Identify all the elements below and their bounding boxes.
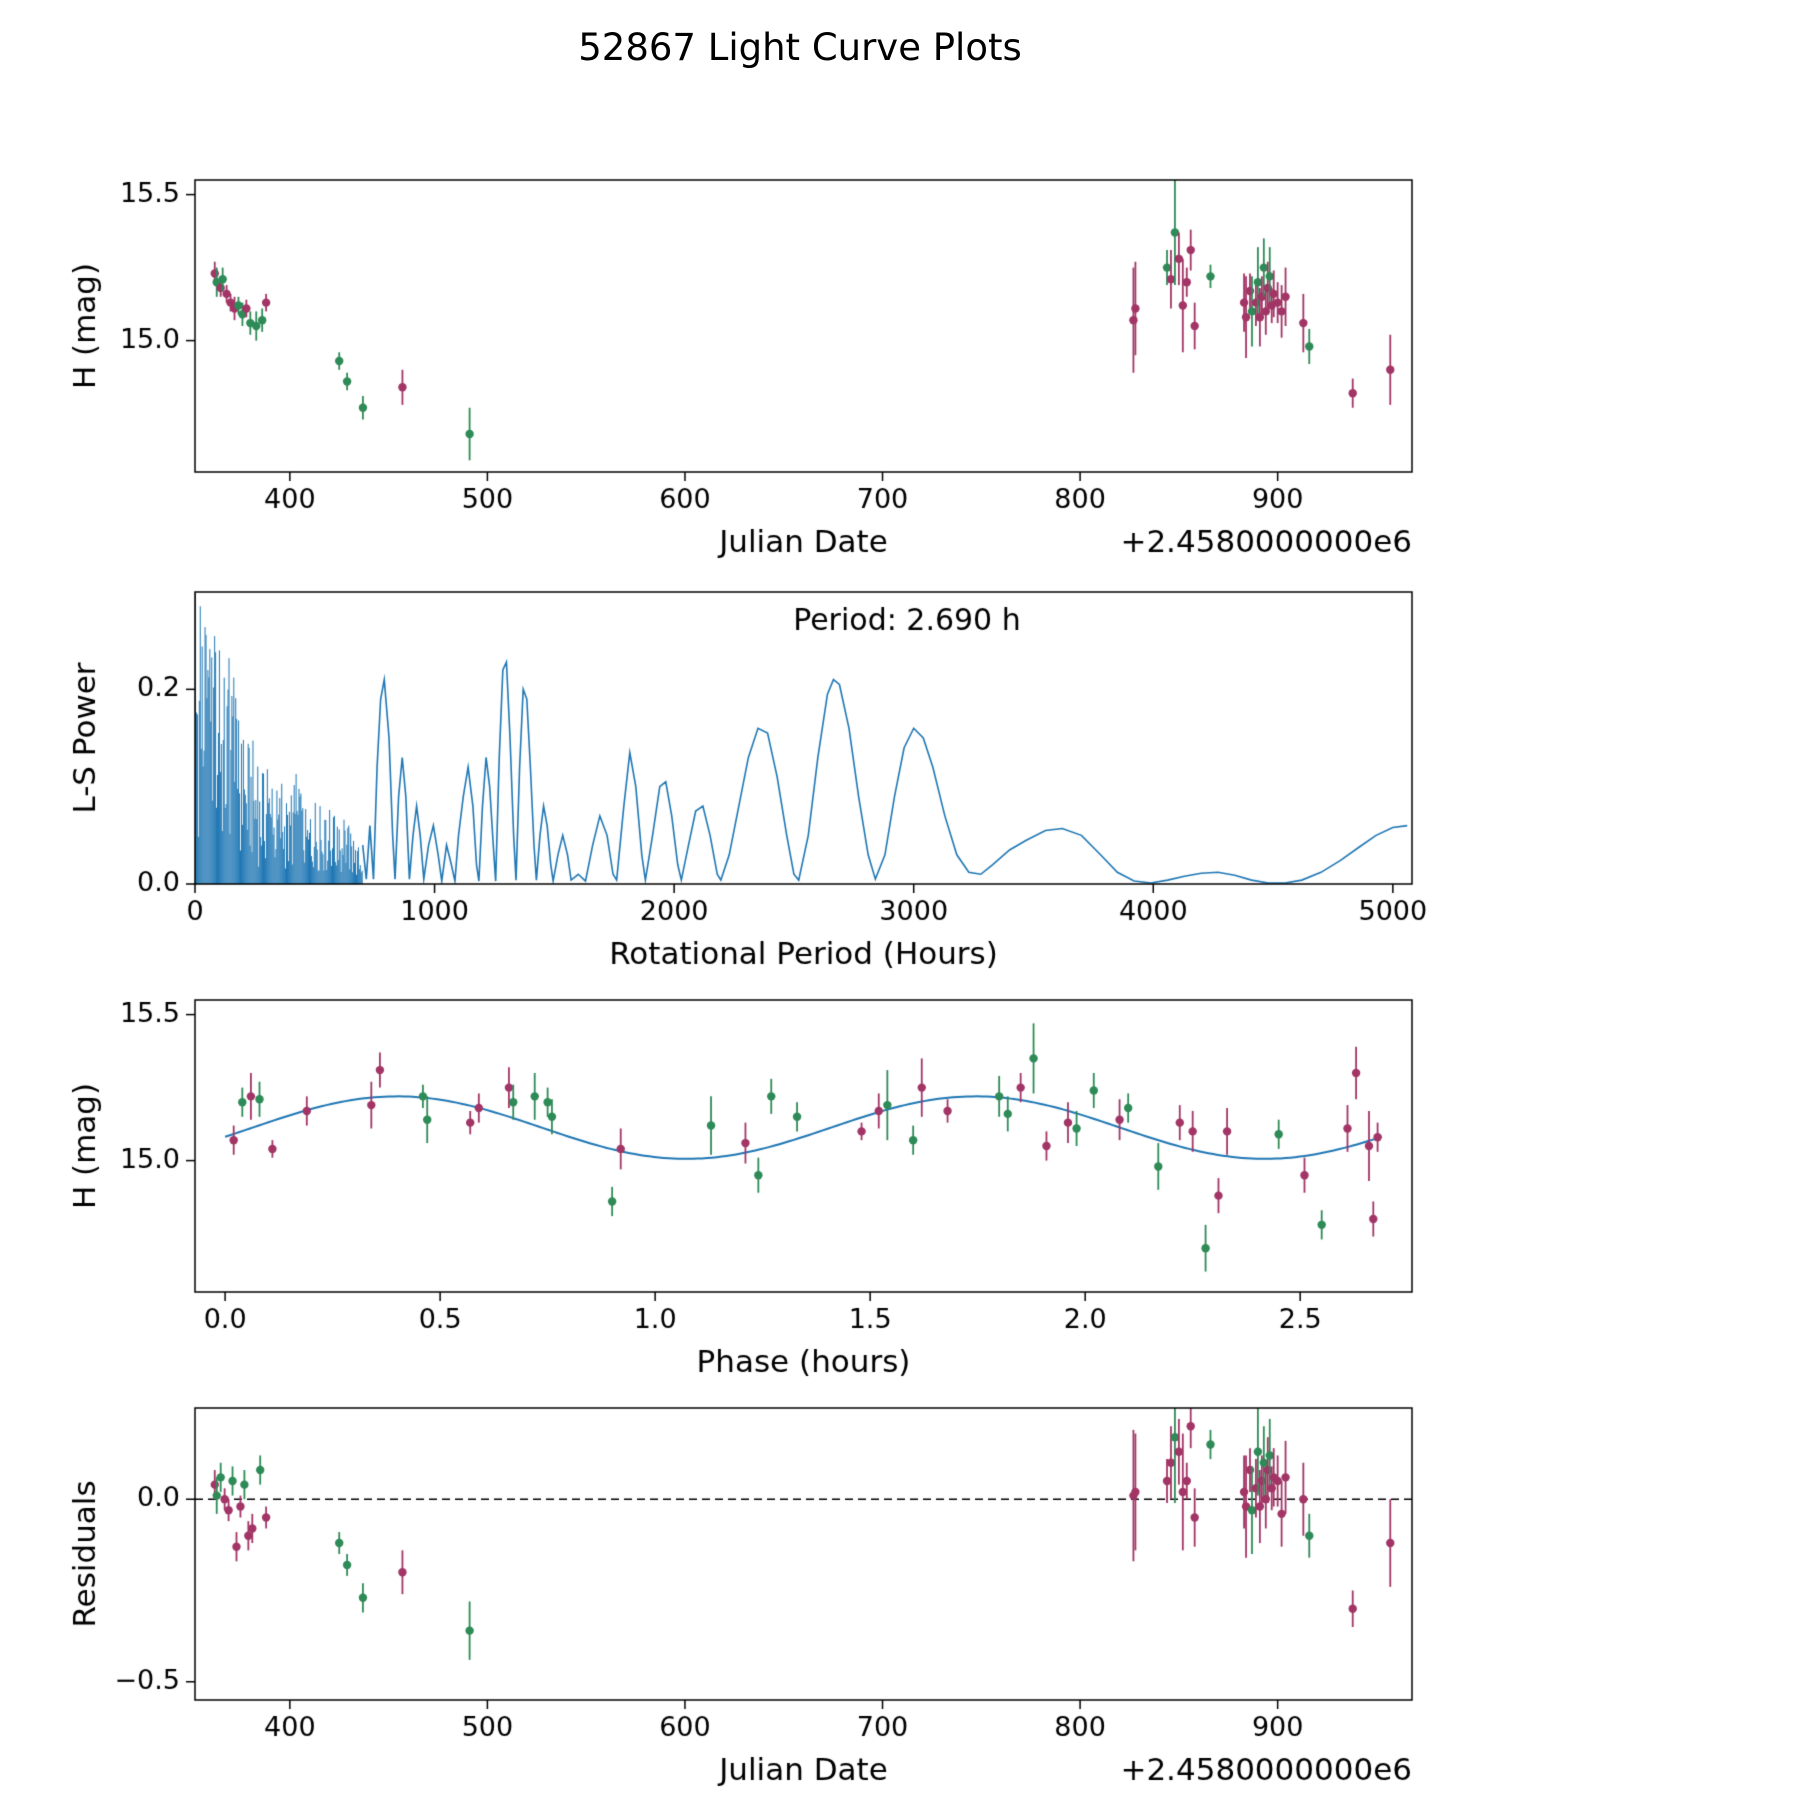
figure-title: 52867 Light Curve Plots (578, 26, 1022, 69)
